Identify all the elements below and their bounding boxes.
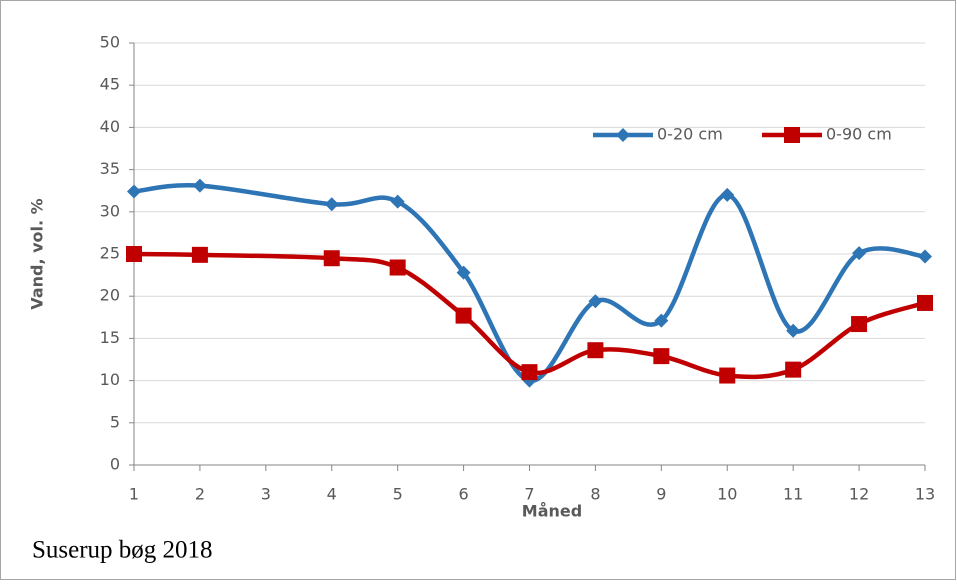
marker: [390, 194, 405, 209]
marker: [323, 250, 340, 267]
y-tick-label: 30: [100, 201, 120, 220]
x-tick-label: 2: [195, 485, 205, 504]
y-tick-label: 35: [100, 159, 120, 178]
marker: [521, 364, 538, 381]
x-tick-label: 1: [129, 485, 139, 504]
y-tick-label: 40: [100, 117, 120, 136]
marker: [588, 294, 603, 309]
y-tick-label: 0: [110, 455, 120, 474]
x-tick-label: 12: [849, 485, 869, 504]
y-tick-label: 5: [110, 412, 120, 431]
marker: [786, 323, 801, 338]
marker: [784, 127, 800, 143]
marker: [455, 307, 472, 324]
x-tick-label: 9: [656, 485, 666, 504]
y-tick-label: 10: [100, 370, 120, 389]
marker: [389, 259, 406, 276]
marker: [587, 342, 604, 359]
x-tick-label: 8: [590, 485, 600, 504]
x-tick-label: 4: [327, 485, 337, 504]
y-axis-label: Vand, vol. %: [28, 198, 47, 309]
y-tick-label: 25: [100, 244, 120, 263]
marker: [324, 197, 339, 212]
x-tick-label: 11: [783, 485, 803, 504]
x-tick-label: 10: [717, 485, 737, 504]
x-tick-label: 6: [458, 485, 468, 504]
y-tick-label: 15: [100, 328, 120, 347]
y-tick-label: 50: [100, 33, 120, 52]
marker: [918, 249, 932, 264]
marker: [654, 313, 669, 328]
y-tick-label: 20: [100, 286, 120, 305]
legend-label: 0-90 cm: [826, 125, 892, 144]
x-tick-label: 7: [524, 485, 534, 504]
marker: [616, 128, 630, 142]
y-tick-label: 45: [100, 75, 120, 94]
legend-label: 0-20 cm: [657, 125, 723, 144]
marker: [785, 361, 802, 378]
marker: [852, 246, 867, 261]
marker: [653, 348, 670, 365]
marker: [917, 294, 933, 311]
marker: [456, 265, 471, 280]
marker: [851, 316, 868, 333]
marker: [127, 184, 141, 199]
marker: [719, 367, 736, 384]
marker: [720, 187, 735, 202]
x-tick-label: 5: [393, 485, 403, 504]
marker: [191, 246, 208, 263]
marker: [126, 246, 142, 262]
marker: [192, 178, 207, 193]
x-axis-label: Måned: [522, 502, 582, 521]
x-tick-label: 13: [915, 485, 935, 504]
x-tick-label: 3: [261, 485, 271, 504]
annotation: Suserup bøg 2018: [32, 537, 213, 564]
